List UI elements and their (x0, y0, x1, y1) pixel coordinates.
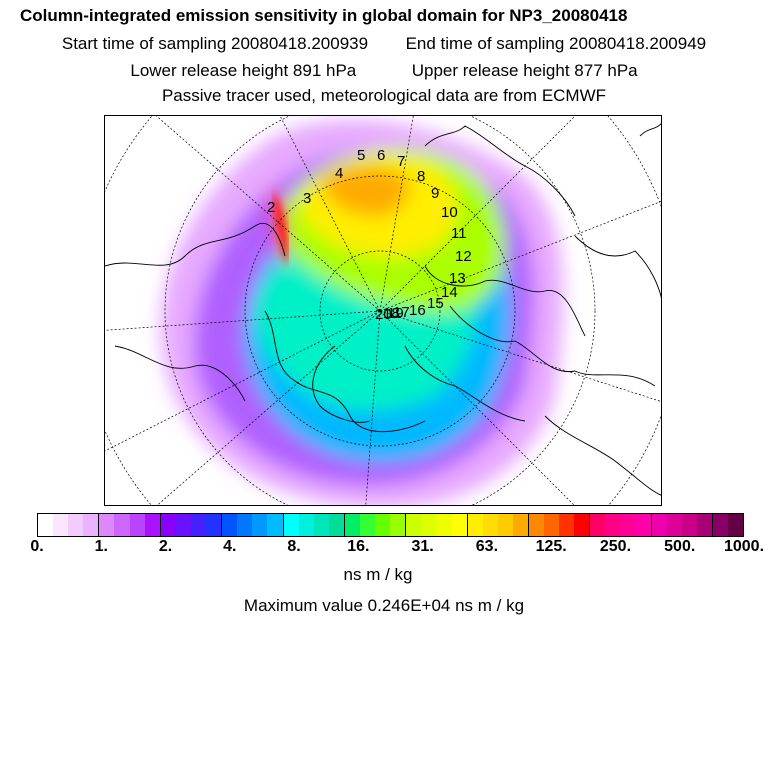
colorbar-cell (482, 514, 498, 536)
colorbar-tick-label: 4. (223, 538, 237, 555)
colorbar-cell (635, 514, 652, 536)
trajectory-label: 4 (335, 165, 343, 182)
colorbar-cell (666, 514, 682, 536)
colorbar-cell (359, 514, 376, 536)
colorbar-cell (651, 514, 667, 536)
trajectory-label: 19 (387, 305, 404, 322)
colorbar-tick-label: 250. (599, 538, 632, 555)
colorbar-cell (298, 514, 314, 536)
trajectory-label: 9 (431, 185, 439, 202)
trajectory-label: 2 (267, 199, 275, 216)
trajectory-label: 17 (393, 304, 410, 321)
colorbar-tick-label: 1. (94, 538, 108, 555)
colorbar-tick-label: 16. (347, 538, 370, 555)
colorbar-cell (252, 514, 268, 536)
colorbar-cell (467, 514, 483, 536)
trajectory-labels: 2 3 4 5 6 7 8 9 10 11 12 13 14 15 16 17 … (267, 147, 472, 323)
colorbar-cell (114, 514, 130, 536)
colorbar-cell (390, 514, 407, 536)
colorbar-cell (375, 514, 391, 536)
colorbar-tick-label: 125. (535, 538, 567, 555)
colorbar-cell (697, 514, 714, 536)
colorbar-cell (129, 514, 145, 536)
colorbar-cell (512, 514, 529, 536)
trajectory-label: 14 (441, 284, 458, 301)
trajectory-label: 11 (451, 225, 467, 242)
polar-map-svg: 2 3 4 5 6 7 8 9 10 11 12 13 14 15 16 17 … (105, 116, 661, 505)
sensitivity-field (160, 119, 564, 505)
colorbar-cell (38, 514, 54, 536)
colorbar-cell (267, 514, 284, 536)
trajectory-label: 5 (357, 147, 365, 164)
colorbar-cell (559, 514, 575, 536)
sampling-times: Start time of sampling 20080418.200939 E… (0, 34, 768, 54)
colorbar-cell (328, 514, 345, 536)
colorbar-cell (99, 514, 115, 536)
colorbar-cell (406, 514, 422, 536)
colorbar-unit: ns m / kg (343, 565, 413, 584)
trajectory-label: 8 (417, 168, 425, 185)
colorbar-tick-label: 31. (411, 538, 434, 555)
colorbar-cell (544, 514, 560, 536)
colorbar-cell (497, 514, 513, 536)
trajectory-label: 20 (375, 306, 392, 323)
trajectory-label: 18 (383, 305, 400, 322)
trajectory-label: 13 (449, 270, 466, 287)
colorbar-cell (222, 514, 238, 536)
colorbar-tick-label: 1000. (723, 538, 765, 555)
colorbar (37, 513, 744, 537)
colorbar-tick-label: 8. (287, 538, 301, 555)
colorbar-tick-label: 2. (158, 538, 173, 555)
colorbar-cell (681, 514, 698, 536)
high-core (273, 191, 288, 266)
colorbar-tick-label: 500. (664, 538, 696, 555)
colorbar-cell (344, 514, 360, 536)
maximum-value: Maximum value 0.246E+04 ns m / kg (243, 596, 525, 615)
trajectory-label: 6 (377, 147, 385, 164)
colorbar-cell (605, 514, 621, 536)
colorbar-cell (421, 514, 437, 536)
colorbar-cell (160, 514, 176, 536)
start-time: Start time of sampling 20080418.200939 (61, 34, 369, 53)
end-time: End time of sampling 20080418.200949 (405, 34, 707, 53)
trajectory-label: 7 (397, 153, 405, 170)
colorbar-cell (237, 514, 253, 536)
trajectory-label: 15 (427, 295, 444, 312)
colorbar-cell (53, 514, 69, 536)
colorbar-cell (728, 514, 744, 536)
coastlines (105, 122, 661, 496)
colorbar-cell (175, 514, 191, 536)
colorbar-tick-label: 0. (30, 538, 44, 555)
colorbar-cell (190, 514, 207, 536)
colorbar-cell (529, 514, 545, 536)
trajectory-label: 16 (409, 302, 426, 319)
trajectory-label: 10 (441, 204, 458, 221)
colorbar-cell (68, 514, 84, 536)
colorbar-cell (436, 514, 452, 536)
lower-release-height: Lower release height 891 hPa (130, 61, 357, 80)
release-heights: Lower release height 891 hPa Upper relea… (0, 61, 768, 81)
colorbar-cell (144, 514, 161, 536)
colorbar-cell (620, 514, 636, 536)
trajectory-label: 12 (455, 248, 472, 265)
plot-title: Column-integrated emission sensitivity i… (20, 6, 628, 25)
colorbar-cell (590, 514, 606, 536)
colorbar-cell (451, 514, 468, 536)
colorbar-cell (283, 514, 299, 536)
trajectory-label: 3 (303, 190, 311, 207)
sensitivity-map: 2 3 4 5 6 7 8 9 10 11 12 13 14 15 16 17 … (104, 115, 662, 506)
graticule (105, 116, 661, 505)
upper-release-height: Upper release height 877 hPa (411, 61, 638, 80)
tracer-info: Passive tracer used, meteorological data… (161, 86, 607, 105)
colorbar-cell (713, 514, 729, 536)
colorbar-cell (313, 514, 329, 536)
colorbar-cell (574, 514, 591, 536)
colorbar-tick-label: 63. (475, 538, 499, 555)
colorbar-cell (206, 514, 223, 536)
colorbar-cell (83, 514, 100, 536)
